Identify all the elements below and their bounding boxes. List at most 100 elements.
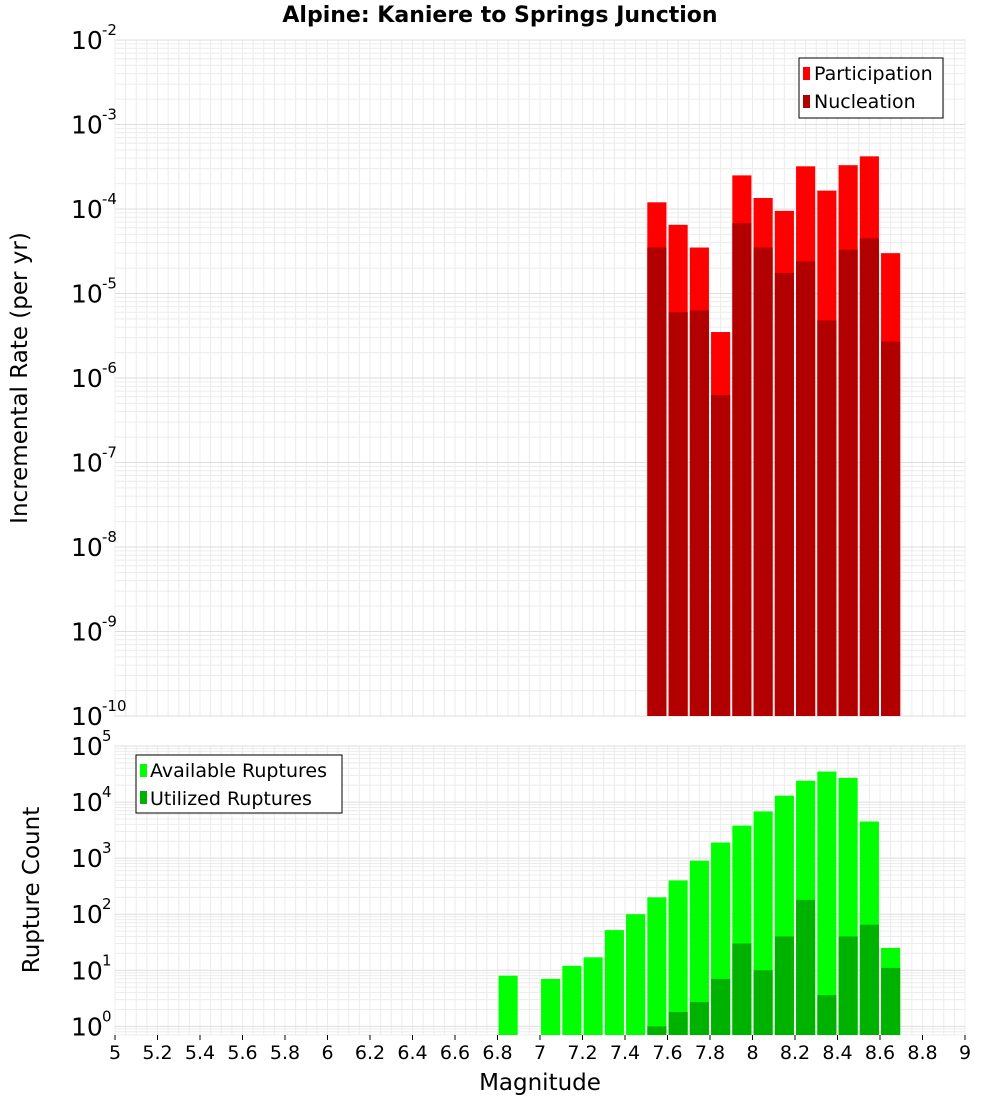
rate-y-tick-exponent: -4 <box>102 190 117 208</box>
x-tick-label: 8 <box>746 1042 758 1064</box>
count-bars <box>498 771 901 1035</box>
x-tick-label: 7.4 <box>610 1042 640 1064</box>
x-axis-label: Magnitude <box>479 1070 601 1096</box>
rate-y-tick-label: 10 <box>71 26 103 55</box>
x-tick-label: 7.2 <box>567 1042 597 1064</box>
nucleation-legend-swatch <box>803 95 810 108</box>
x-tick-label: 6.6 <box>440 1042 470 1064</box>
utilized-bar <box>711 978 731 1035</box>
nucleation-bar <box>796 261 816 716</box>
count-y-tick-label: 10 <box>71 900 103 929</box>
available-bar <box>583 957 603 1035</box>
utilized-bar <box>647 1026 667 1035</box>
nucleation-bar <box>817 320 837 716</box>
available-bar <box>604 930 624 1035</box>
utilized-bar <box>859 924 879 1035</box>
rate-y-tick-label: 10 <box>71 533 103 562</box>
rate-y-tick-label: 10 <box>71 280 103 309</box>
participation-legend-label: Participation <box>814 63 933 85</box>
count-y-tick-exponent: 1 <box>102 951 112 969</box>
available-legend-label: Available Ruptures <box>150 760 327 782</box>
x-tick-label: 7 <box>534 1042 546 1064</box>
rate-y-tick-exponent: -6 <box>102 359 117 377</box>
rate-y-tick-exponent: -2 <box>102 21 117 39</box>
x-tick-label: 7.6 <box>652 1042 682 1064</box>
participation-legend-swatch <box>803 67 810 80</box>
rate-y-tick-label: 10 <box>71 111 103 140</box>
count-y-tick-label: 10 <box>71 844 103 873</box>
available-bar <box>498 975 518 1035</box>
x-tick-label: 5.4 <box>185 1042 215 1064</box>
utilized-bar <box>817 995 837 1035</box>
available-legend-swatch <box>140 764 147 777</box>
rate-y-tick-exponent: -3 <box>102 106 117 124</box>
x-tick-label: 9 <box>959 1042 971 1064</box>
count-y-tick-label: 10 <box>71 788 103 817</box>
available-bar <box>668 880 688 1035</box>
rate-bars <box>647 156 901 717</box>
utilized-bar <box>796 899 816 1035</box>
x-tick-label: 5 <box>109 1042 121 1064</box>
rate-y-tick-label: 10 <box>71 618 103 647</box>
nucleation-bar <box>689 310 709 716</box>
rate-y-tick-exponent: -7 <box>102 444 117 462</box>
nucleation-bar <box>668 312 688 716</box>
x-tick-label: 8.6 <box>865 1042 895 1064</box>
rate-y-axis-label: Incremental Rate (per yr) <box>7 232 33 524</box>
rate-y-tick-exponent: -8 <box>102 528 117 546</box>
count-y-tick-exponent: 3 <box>102 839 112 857</box>
utilized-legend-swatch <box>140 791 147 804</box>
x-tick-label: 5.6 <box>227 1042 257 1064</box>
nucleation-bar <box>774 272 794 716</box>
nucleation-legend-label: Nucleation <box>814 91 916 113</box>
count-y-tick-label: 10 <box>71 956 103 985</box>
available-bar <box>541 978 561 1035</box>
x-tick-label: 5.2 <box>142 1042 172 1064</box>
utilized-bar <box>668 1012 688 1035</box>
x-tick-label: 5.8 <box>270 1042 300 1064</box>
count-y-tick-exponent: 2 <box>102 895 112 913</box>
utilized-bar <box>753 970 773 1035</box>
utilized-bar <box>774 936 794 1035</box>
x-tick-label: 6.2 <box>355 1042 385 1064</box>
rate-y-tick-exponent: -9 <box>102 613 117 631</box>
available-bar <box>817 771 837 1035</box>
rate-y-tick-label: 10 <box>71 702 103 731</box>
magnitude-x-ticks: 5 5.2 5.4 5.6 5.8 6 6.2 6.4 6.6 6.8 7 7.2 7.4 7.6 7.8 8… <box>109 1035 971 1064</box>
available-bar <box>689 860 709 1035</box>
count-y-tick-exponent: 0 <box>102 1007 112 1025</box>
rate-y-tick-exponent: -10 <box>102 697 127 715</box>
count-y-tick-exponent: 5 <box>102 727 112 745</box>
rate-legend: Participation Nucleation <box>798 57 944 119</box>
rate-y-tick-label: 10 <box>71 364 103 393</box>
rate-grid <box>114 39 966 717</box>
x-tick-label: 6 <box>321 1042 333 1064</box>
x-tick-label: 8.8 <box>907 1042 937 1064</box>
rate-y-tick-label: 10 <box>71 449 103 478</box>
count-y-tick-label: 10 <box>71 1012 103 1041</box>
count-legend-box <box>135 754 343 814</box>
x-tick-label: 6.8 <box>482 1042 512 1064</box>
utilized-bar <box>881 967 901 1035</box>
count-legend: Available Ruptures Utilized Ruptures <box>135 754 343 814</box>
nucleation-bar <box>881 341 901 716</box>
x-tick-label: 7.8 <box>695 1042 725 1064</box>
x-tick-label: 8.4 <box>822 1042 852 1064</box>
x-tick-label: 6.4 <box>397 1042 427 1064</box>
count-y-axis-label: Rupture Count <box>19 807 45 973</box>
nucleation-bar <box>711 394 731 716</box>
rate-legend-box <box>798 57 944 119</box>
count-y-tick-label: 10 <box>71 732 103 761</box>
available-bar <box>647 897 667 1035</box>
rate-y-tick-exponent: -5 <box>102 275 117 293</box>
nucleation-bar <box>647 247 667 716</box>
nucleation-bar <box>732 223 752 716</box>
utilized-legend-label: Utilized Ruptures <box>150 788 312 810</box>
utilized-bar <box>732 943 752 1035</box>
nucleation-bar <box>859 238 879 717</box>
